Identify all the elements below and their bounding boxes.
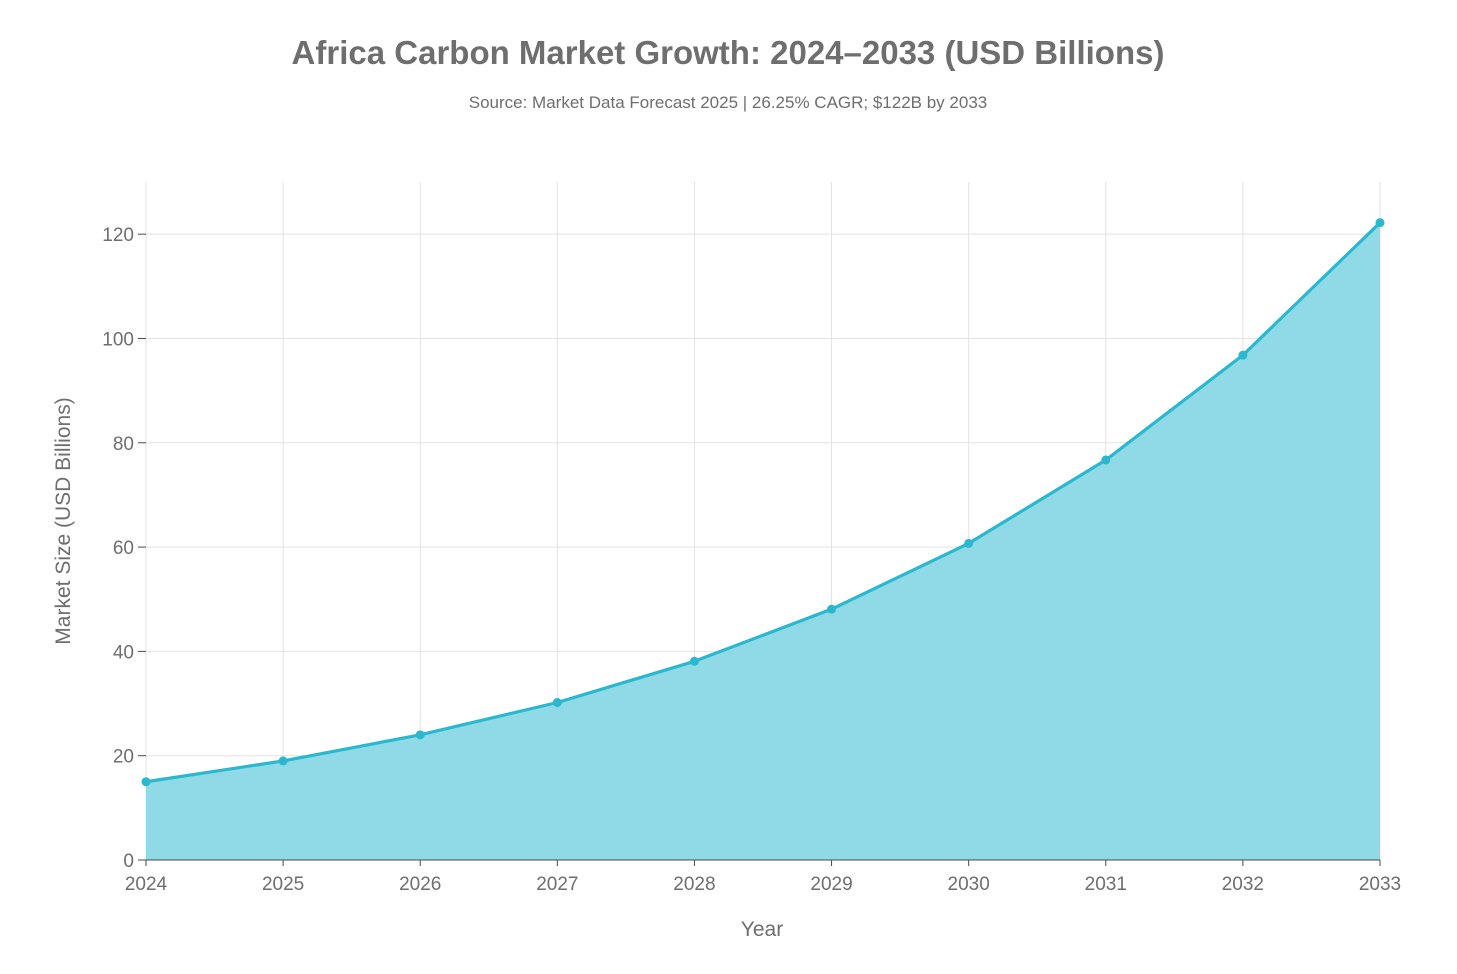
chart-title: Africa Carbon Market Growth: 2024–2033 (… <box>292 34 1165 71</box>
y-tick-label-80: 80 <box>113 434 134 455</box>
series-line <box>145 221 1382 784</box>
x-tick-label-2024: 2024 <box>125 874 168 895</box>
axes <box>138 233 1381 866</box>
data-point-2030 <box>964 538 974 548</box>
y-tick-label-100: 100 <box>102 329 134 350</box>
y-tick-label-120: 120 <box>102 225 134 246</box>
x-tick-label-2030: 2030 <box>948 874 990 895</box>
data-point-2033 <box>1375 218 1385 228</box>
x-tick-label-2031: 2031 <box>1085 874 1127 895</box>
area-layer <box>145 221 1382 860</box>
x-tick-label-2026: 2026 <box>399 874 441 895</box>
tick-labels: 2024 2025 2026 2027 2028 2029 2030 2031 2032 2033… <box>102 225 1401 895</box>
y-tick-label-20: 20 <box>113 747 134 768</box>
data-point-2032 <box>1238 350 1248 360</box>
data-point-2029 <box>827 604 837 614</box>
series-area-fill <box>146 222 1380 860</box>
data-point-2024 <box>141 777 151 787</box>
x-tick-label-2027: 2027 <box>536 874 578 895</box>
data-point-2027 <box>552 697 562 707</box>
x-tick-label-2032: 2032 <box>1222 874 1264 895</box>
chart-subtitle: Source: Market Data Forecast 2025 | 26.2… <box>469 93 987 112</box>
y-axis-title: Market Size (USD Billions) <box>52 397 75 644</box>
data-points <box>141 218 1385 787</box>
data-point-2028 <box>689 656 699 666</box>
y-tick-label-0: 0 <box>123 851 134 872</box>
data-point-2031 <box>1101 455 1111 465</box>
data-point-2026 <box>415 730 425 740</box>
y-tick-label-60: 60 <box>113 538 134 559</box>
data-point-2025 <box>278 756 288 766</box>
x-tick-label-2025: 2025 <box>262 874 304 895</box>
x-axis-title: Year <box>741 918 783 941</box>
y-tick-label-40: 40 <box>113 642 134 663</box>
x-tick-label-2028: 2028 <box>673 874 715 895</box>
x-tick-label-2029: 2029 <box>810 874 852 895</box>
x-tick-label-2033: 2033 <box>1359 874 1401 895</box>
